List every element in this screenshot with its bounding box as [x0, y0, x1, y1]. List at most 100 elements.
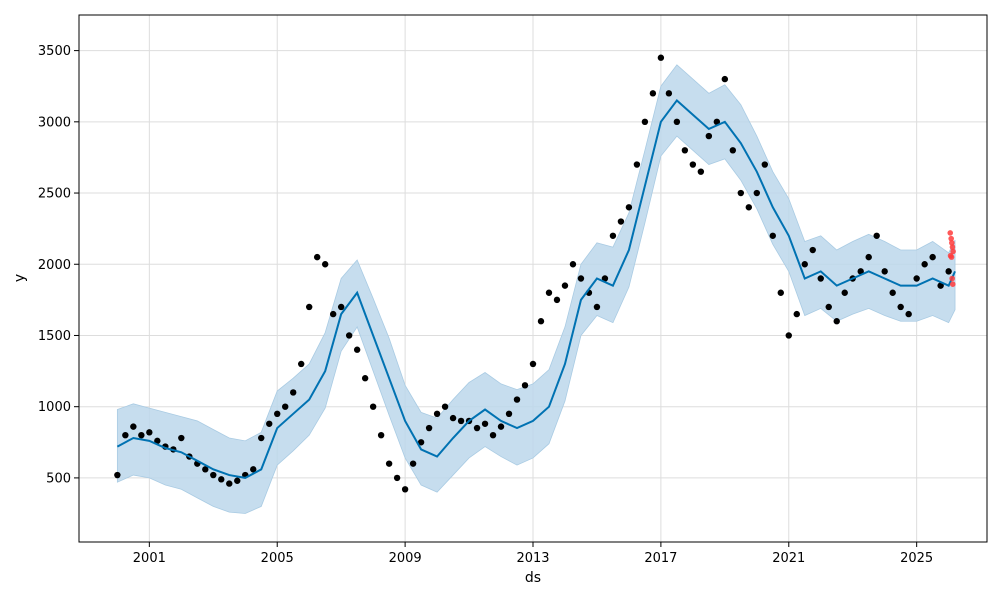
observed-point: [274, 410, 281, 418]
observed-point: [337, 303, 345, 311]
observed-point: [745, 204, 753, 211]
observed-point: [266, 420, 273, 427]
y-axis-ticks: 500 1000 1500 2000 2500 3000 3500: [38, 44, 79, 486]
highlight-point: [947, 230, 954, 236]
observed-point: [305, 303, 313, 311]
observed-point: [441, 403, 449, 410]
observed-points-layer: [114, 54, 952, 493]
highlight-points-layer: [947, 230, 956, 287]
observed-point: [537, 318, 545, 325]
observed-point: [817, 275, 824, 282]
highlight-point: [949, 275, 955, 282]
x-axis-label: ds: [525, 570, 541, 586]
observed-point: [873, 232, 880, 239]
y-axis-label: y: [12, 274, 28, 282]
observed-point: [218, 476, 225, 483]
observed-point: [665, 90, 673, 97]
x-tick-label: 2005: [261, 551, 294, 566]
observed-point: [577, 275, 585, 282]
observed-point: [793, 310, 800, 318]
observed-point: [130, 423, 137, 430]
x-tick-label: 2025: [900, 551, 933, 566]
x-tick-label: 2017: [644, 551, 677, 566]
observed-point: [937, 282, 944, 289]
observed-point: [921, 261, 928, 268]
observed-point: [361, 375, 369, 382]
y-tick-label: 1000: [38, 400, 71, 415]
observed-point: [809, 246, 816, 254]
observed-point: [433, 410, 441, 418]
observed-point: [250, 466, 257, 473]
observed-point: [258, 434, 265, 442]
forecast-line-layer: [116, 98, 956, 479]
observed-point: [473, 424, 481, 432]
observed-point: [545, 289, 553, 296]
highlight-point: [949, 244, 956, 250]
observed-point: [377, 431, 385, 439]
observed-point: [298, 360, 305, 368]
x-axis-ticks: 2001 2005 2009 2013 2017 2021 2025: [133, 542, 933, 566]
observed-point: [202, 466, 209, 473]
observed-point: [529, 360, 537, 368]
observed-point: [457, 417, 465, 425]
observed-point: [393, 474, 401, 482]
observed-point: [881, 268, 888, 275]
observed-point: [369, 403, 377, 410]
observed-point: [210, 471, 217, 479]
observed-point: [801, 261, 808, 268]
observed-point: [625, 204, 633, 211]
observed-point: [633, 161, 641, 168]
observed-point: [673, 118, 681, 126]
observed-point: [122, 431, 129, 439]
observed-point: [226, 480, 233, 487]
observed-point: [521, 382, 529, 389]
observed-point: [282, 403, 289, 410]
x-tick-label: 2001: [133, 551, 166, 566]
observed-point: [425, 424, 433, 432]
observed-point: [513, 396, 521, 403]
observed-point: [705, 132, 713, 140]
observed-point: [889, 289, 896, 296]
observed-point: [489, 431, 497, 439]
highlight-point: [949, 240, 955, 246]
highlight-point: [950, 248, 956, 255]
observed-point: [897, 303, 904, 311]
y-tick-label: 3000: [38, 115, 71, 130]
observed-point: [329, 310, 337, 318]
observed-point: [905, 310, 912, 318]
highlight-point: [949, 281, 956, 287]
observed-point: [497, 423, 505, 430]
observed-point: [641, 118, 649, 126]
uncertainty-band-layer: [116, 64, 956, 514]
observed-point: [753, 189, 761, 197]
y-tick-label: 1500: [38, 329, 71, 344]
observed-point: [178, 434, 185, 442]
observed-point: [138, 431, 145, 439]
observed-point: [561, 282, 569, 289]
observed-point: [841, 289, 848, 296]
y-tick-label: 3500: [38, 44, 71, 59]
observed-point: [649, 90, 657, 97]
observed-point: [505, 410, 513, 418]
y-tick-label: 500: [46, 471, 71, 486]
observed-point: [345, 332, 353, 339]
observed-point: [449, 414, 457, 422]
observed-point: [321, 261, 329, 268]
observed-point: [681, 147, 689, 154]
observed-point: [146, 429, 153, 436]
observed-point: [761, 161, 768, 168]
observed-point: [913, 275, 920, 282]
observed-point: [689, 161, 697, 168]
x-tick-label: 2009: [389, 551, 422, 566]
observed-point: [353, 346, 361, 353]
y-tick-label: 2500: [38, 187, 71, 202]
observed-point: [401, 486, 409, 493]
observed-point: [114, 471, 121, 479]
observed-point: [785, 332, 792, 339]
y-tick-label: 2000: [38, 258, 71, 273]
observed-point: [729, 147, 737, 154]
observed-point: [481, 420, 489, 427]
observed-point: [154, 437, 161, 445]
